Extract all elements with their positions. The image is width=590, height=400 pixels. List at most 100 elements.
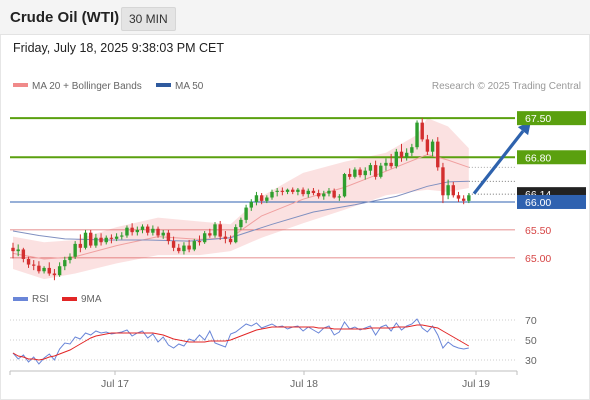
candle: [83, 229, 88, 250]
candle: [109, 234, 114, 244]
candle-body: [384, 162, 388, 166]
candle: [21, 247, 26, 263]
candle-body: [52, 273, 57, 276]
candle-body: [73, 243, 77, 257]
candle: [322, 190, 326, 200]
candle: [130, 223, 134, 236]
candle: [68, 253, 72, 264]
candle: [140, 224, 145, 234]
candle: [363, 167, 367, 180]
candle-body: [373, 165, 378, 177]
candle-body: [94, 237, 98, 246]
candle-body: [140, 226, 145, 230]
candle: [316, 189, 321, 199]
candle: [99, 233, 103, 246]
candlesticks: [11, 118, 471, 281]
candle: [89, 229, 93, 248]
candle-body: [425, 139, 430, 152]
forecast-arrow-shaft: [472, 130, 525, 195]
candle-body: [218, 224, 222, 237]
candle: [234, 224, 238, 244]
candle: [389, 153, 393, 169]
candle: [254, 191, 259, 206]
resistance-label-1-box: [517, 111, 586, 126]
candle: [296, 188, 300, 196]
candle-body: [78, 243, 83, 248]
candle: [244, 204, 248, 224]
candle: [32, 260, 36, 271]
header-bar: Crude Oil (WTI) 30 MIN: [0, 0, 590, 35]
candle: [47, 262, 51, 276]
candle-body: [441, 167, 445, 196]
candle-body: [430, 141, 435, 152]
candle: [151, 225, 155, 236]
candle-body: [259, 195, 264, 201]
candle: [337, 194, 342, 201]
candle-body: [21, 249, 26, 259]
candle-body: [182, 245, 186, 252]
candle-body: [394, 151, 399, 167]
rsi-tick-50: 50: [525, 335, 537, 347]
candle-body: [379, 165, 383, 177]
candle: [223, 231, 228, 244]
rsi-legend-swatch: [13, 297, 28, 301]
resistance-label-2-box: [517, 150, 586, 165]
candle: [399, 143, 404, 162]
candle: [446, 179, 450, 200]
rsi-tick-30: 30: [525, 355, 537, 367]
candle: [332, 188, 336, 199]
candle-body: [208, 233, 212, 236]
candle: [104, 235, 108, 245]
main-legend: MA 20 + Bollinger Bands MA 50 Research ©…: [13, 81, 581, 92]
candle-body: [42, 267, 46, 272]
candle: [213, 222, 217, 238]
candle: [270, 189, 274, 200]
candle: [451, 181, 455, 198]
pivot-label: 66.00: [525, 197, 551, 209]
candle-body: [415, 122, 419, 148]
rsi-legend-label: RSI: [32, 294, 49, 305]
candle-body: [296, 189, 300, 192]
candle: [301, 187, 305, 197]
candle: [368, 162, 373, 176]
candle-body: [187, 245, 191, 250]
candle: [275, 188, 279, 197]
candle: [78, 234, 83, 253]
candle-body: [89, 232, 93, 246]
rsi-legend: RSI 9MA: [13, 294, 102, 305]
candle: [358, 167, 362, 178]
candle-body: [99, 237, 103, 243]
resistance-label-2: 66.80: [525, 152, 551, 164]
candle: [52, 269, 57, 281]
candle-body: [368, 165, 373, 171]
candle-body: [446, 185, 450, 196]
candle: [436, 137, 440, 171]
candle-body: [228, 238, 233, 243]
candle-body: [114, 236, 119, 239]
candle-body: [348, 174, 352, 177]
candle-body: [104, 237, 108, 243]
candle-body: [47, 267, 51, 274]
ma9-legend-label: 9MA: [81, 294, 102, 305]
candle-body: [265, 197, 269, 201]
candle: [26, 256, 31, 268]
candle-body: [456, 195, 461, 199]
candle-body: [161, 232, 165, 236]
candle-body: [120, 235, 124, 237]
candle: [425, 134, 430, 156]
candle: [16, 244, 20, 257]
candle-body: [461, 198, 466, 201]
ma20-legend-label: MA 20 + Bollinger Bands: [32, 81, 142, 92]
timeframe-button[interactable]: 30 MIN: [121, 7, 176, 31]
candle-body: [223, 236, 228, 239]
candle: [404, 148, 409, 161]
candle-body: [410, 147, 414, 153]
candle-body: [291, 189, 295, 192]
candle: [166, 229, 171, 245]
x-axis: Jul 17 Jul 18 Jul 19: [9, 370, 518, 390]
rsi-line: [12, 318, 469, 365]
candle: [265, 195, 269, 204]
candle-body: [171, 241, 176, 248]
candle-body: [32, 264, 36, 266]
